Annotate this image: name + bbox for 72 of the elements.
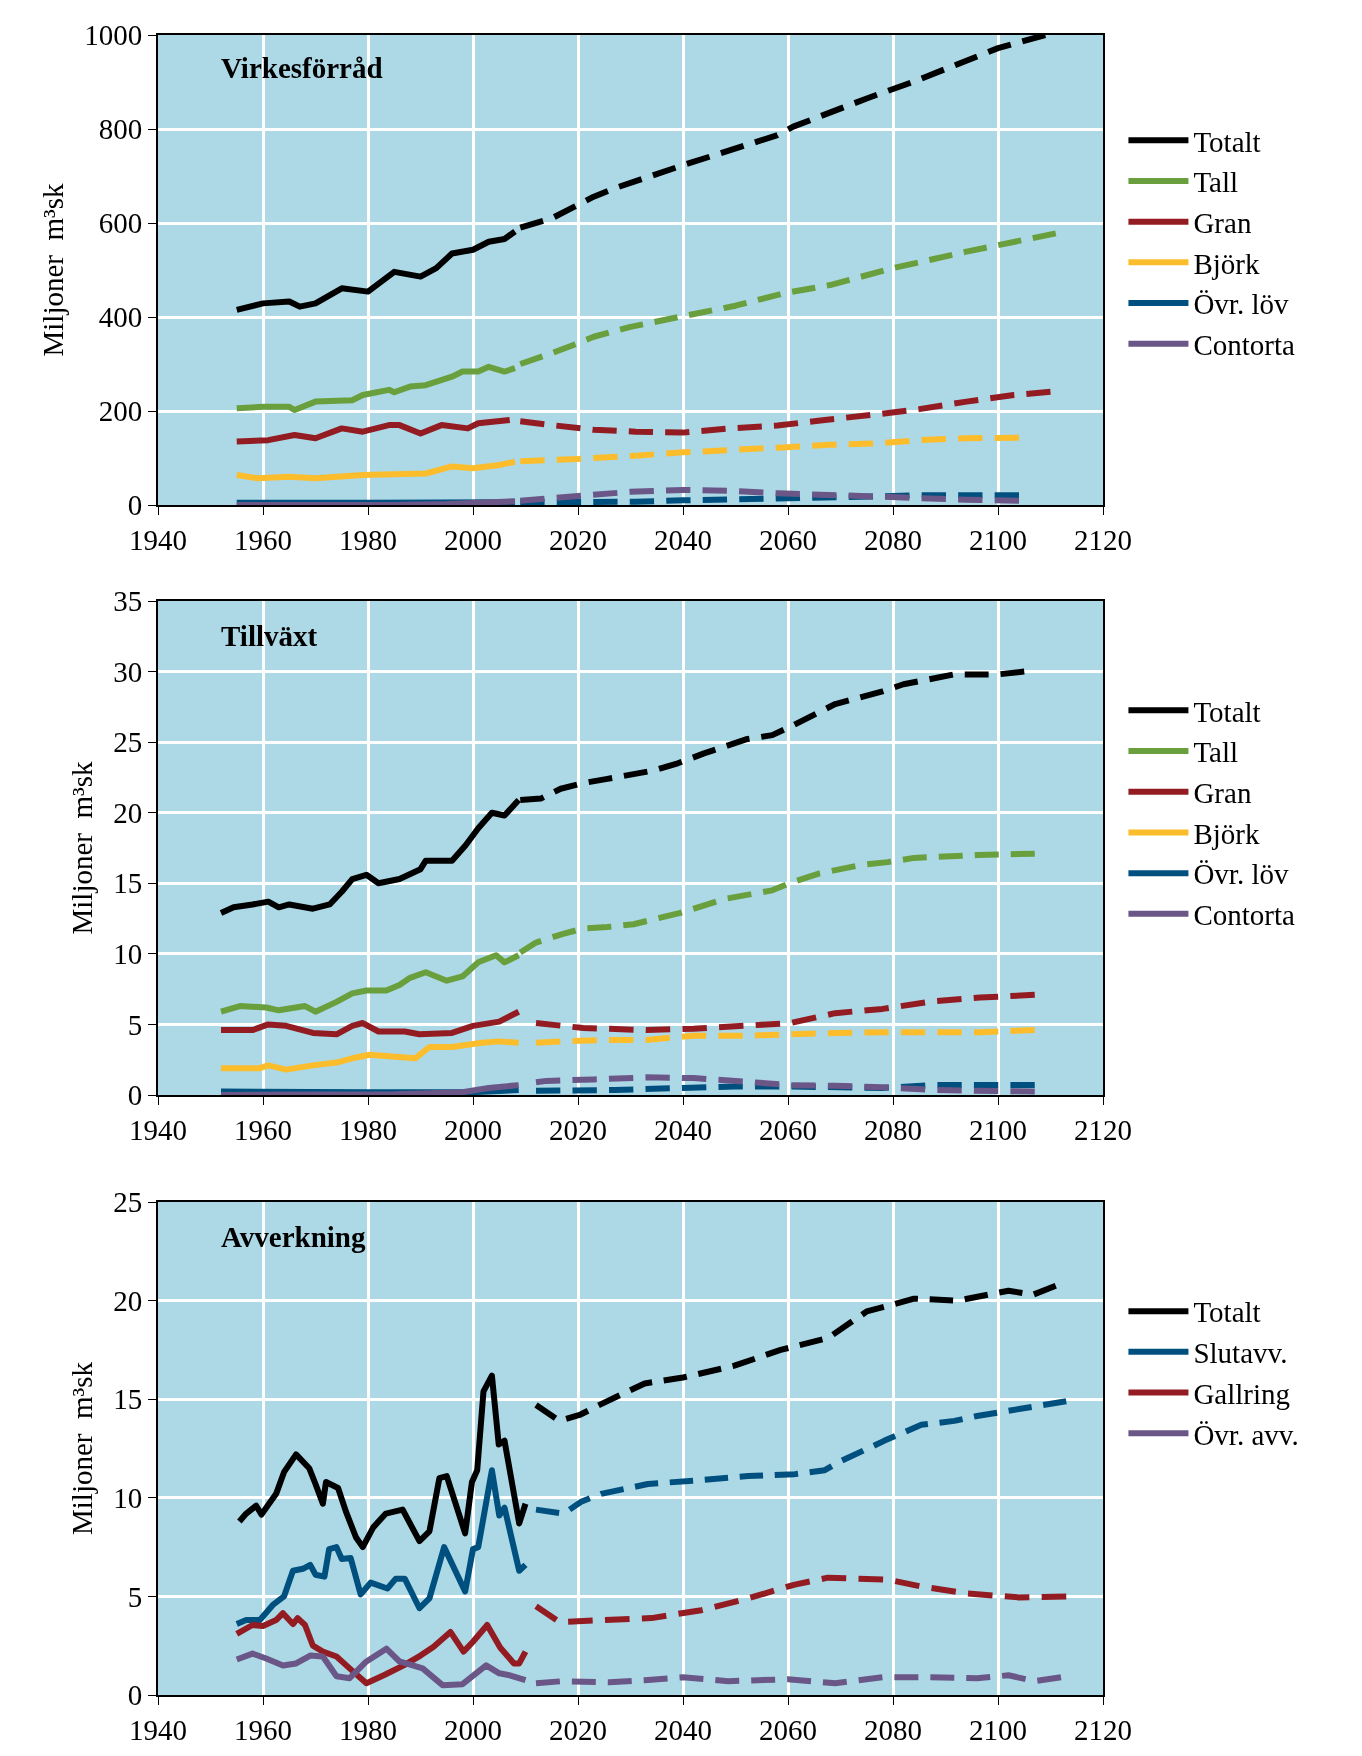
legend-label: Övr. avv.	[1193, 1418, 1299, 1451]
x-tick-label: 2100	[969, 1713, 1027, 1746]
y-tick-label: 0	[127, 1079, 143, 1112]
legend-label: Övr. löv	[1193, 858, 1289, 891]
y-tick-label: 10	[113, 1481, 143, 1514]
y-tick-label: 400	[98, 301, 143, 334]
y-tick-label: 15	[113, 867, 143, 900]
x-tick-label: 2080	[864, 523, 922, 556]
x-tick-label: 2120	[1074, 1113, 1132, 1146]
x-tick-label: 1960	[234, 523, 292, 556]
x-tick-label: 2040	[654, 1113, 712, 1146]
x-tick-label: 2060	[759, 1113, 817, 1146]
legend-label: Gallring	[1193, 1377, 1291, 1410]
x-tick-label: 2000	[444, 1713, 502, 1746]
x-tick-label: 2120	[1074, 1713, 1132, 1746]
text: Tillväxt	[221, 620, 318, 652]
x-tick-label: 2060	[759, 523, 817, 556]
text: Virkesförråd	[221, 52, 383, 84]
x-tick-label: 2000	[444, 523, 502, 556]
legend-label: Övr. löv	[1193, 288, 1289, 321]
y-tick-label: 35	[113, 585, 143, 618]
y-axis-title: Miljoner m³sk	[66, 760, 99, 935]
legend-label: Totalt	[1193, 695, 1261, 728]
text: Avverkning	[221, 1221, 366, 1253]
x-tick-label: 2020	[549, 1713, 607, 1746]
y-tick-label: 25	[113, 1186, 143, 1219]
legend-label: Totalt	[1193, 1296, 1261, 1329]
y-tick-label: 5	[127, 1008, 143, 1041]
legend-label: Slutavv.	[1193, 1337, 1288, 1370]
y-tick-label: 0	[127, 1679, 143, 1712]
x-tick-label: 1940	[129, 1713, 187, 1746]
y-tick-label: 25	[113, 726, 143, 759]
x-tick-label: 1980	[339, 1113, 397, 1146]
y-axis-title: Miljoner m³sk	[37, 182, 70, 357]
y-tick-label: 1000	[84, 19, 143, 52]
x-tick-label: 1940	[129, 523, 187, 556]
legend-label: Totalt	[1193, 125, 1261, 158]
x-tick-label: 1940	[129, 1113, 187, 1146]
y-tick-label: 600	[98, 207, 143, 240]
legend-label: Gran	[1193, 206, 1252, 239]
x-tick-label: 2080	[864, 1113, 922, 1146]
legend-label: Contorta	[1193, 899, 1296, 932]
x-tick-label: 2020	[549, 1113, 607, 1146]
legend-label: Tall	[1193, 166, 1239, 199]
legend-label: Gran	[1193, 777, 1252, 810]
x-tick-label: 1980	[339, 1713, 397, 1746]
legend-label: Contorta	[1193, 329, 1296, 362]
x-tick-label: 2100	[969, 523, 1027, 556]
y-axis-title: Miljoner m³sk	[66, 1361, 99, 1536]
x-tick-label: 2040	[654, 523, 712, 556]
x-tick-label: 1980	[339, 523, 397, 556]
y-tick-label: 200	[98, 395, 143, 428]
x-tick-label: 2040	[654, 1713, 712, 1746]
y-tick-label: 0	[127, 489, 143, 522]
x-tick-label: 1960	[234, 1713, 292, 1746]
x-tick-label: 2000	[444, 1113, 502, 1146]
legend-label: Björk	[1193, 247, 1260, 280]
y-tick-label: 5	[127, 1580, 143, 1613]
y-tick-label: 15	[113, 1383, 143, 1416]
x-tick-label: 2060	[759, 1713, 817, 1746]
legend-label: Björk	[1193, 817, 1260, 850]
y-tick-label: 800	[98, 113, 143, 146]
y-tick-label: 10	[113, 938, 143, 971]
x-tick-label: 1960	[234, 1113, 292, 1146]
x-tick-label: 2020	[549, 523, 607, 556]
x-tick-label: 2080	[864, 1713, 922, 1746]
x-tick-label: 2100	[969, 1113, 1027, 1146]
y-tick-label: 30	[113, 655, 143, 688]
x-tick-label: 2120	[1074, 523, 1132, 556]
y-tick-label: 20	[113, 796, 143, 829]
legend-label: Tall	[1193, 736, 1239, 769]
y-tick-label: 20	[113, 1284, 143, 1317]
